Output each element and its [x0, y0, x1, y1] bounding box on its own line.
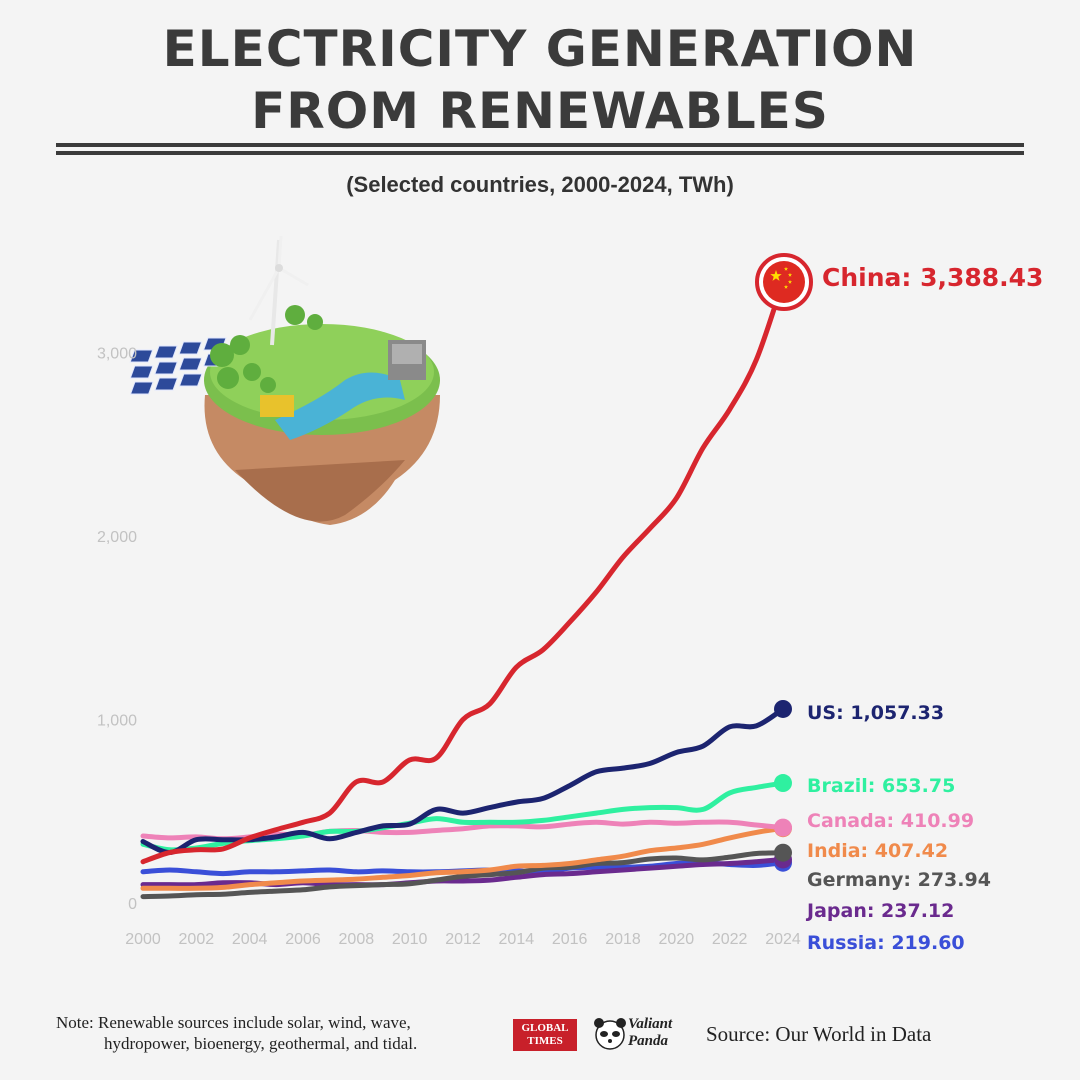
x-tick-label: 2022 — [712, 931, 748, 948]
x-tick-label: 2002 — [179, 931, 215, 948]
y-tick-label: 3,000 — [97, 346, 137, 363]
x-tick-label: 2014 — [499, 931, 535, 948]
title-rule-top — [56, 143, 1024, 147]
canada-end-marker — [774, 818, 792, 837]
x-tick-label: 2024 — [765, 931, 801, 948]
x-tick-label: 2010 — [392, 931, 428, 948]
germany-end-marker — [774, 843, 792, 862]
title-line-1: ELECTRICITY GENERATION — [162, 20, 918, 78]
x-tick-label: 2012 — [445, 931, 481, 948]
y-tick-label: 0 — [128, 896, 137, 913]
title-rule-bottom — [56, 151, 1024, 155]
global-times-line-2: TIMES — [527, 1035, 563, 1047]
global-times-line-1: GLOBAL — [521, 1022, 569, 1034]
note-line-1: Note: Renewable sources include solar, w… — [56, 1013, 411, 1032]
brazil-end-marker — [774, 774, 792, 793]
japan-value-label: Japan: 237.12 — [805, 900, 954, 922]
renewable-island-illustration — [129, 235, 440, 525]
valiant-panda-line-2: Panda — [628, 1033, 669, 1049]
germany-value-label: Germany: 273.94 — [807, 869, 991, 891]
russia-value-label: Russia: 219.60 — [807, 932, 965, 954]
y-tick-label: 2,000 — [97, 529, 137, 546]
china-line — [140, 278, 786, 865]
flag-star — [783, 266, 789, 271]
series-lines — [140, 278, 786, 900]
flag-star — [787, 272, 793, 277]
panda-icon — [594, 1018, 626, 1050]
us-value-label: US: 1,057.33 — [807, 702, 944, 724]
us-end-marker — [774, 699, 792, 718]
flag-star — [787, 279, 793, 284]
line-chart: 0 1,000 2,000 3,000 2000 2002 2004 2006 2008 201… — [96, 235, 1044, 954]
note-line-2: hydropower, bioenergy, geothermal, and t… — [104, 1034, 418, 1053]
canada-value-label: Canada: 410.99 — [807, 810, 974, 832]
x-tick-label: 2020 — [659, 931, 695, 948]
x-tick-label: 2008 — [339, 931, 375, 948]
flag-star — [783, 284, 789, 289]
x-tick-label: 2000 — [125, 931, 161, 948]
y-tick-label: 1,000 — [97, 713, 137, 730]
chart-subtitle: (Selected countries, 2000-2024, TWh) — [346, 172, 734, 197]
global-times-logo: GLOBAL TIMES — [513, 1019, 577, 1051]
x-axis: 2000 2002 2004 2006 2008 2010 2012 2014 2016 2018… — [125, 931, 801, 948]
y-axis: 0 1,000 2,000 3,000 — [97, 346, 137, 914]
india-line — [140, 825, 786, 891]
x-tick-label: 2004 — [232, 931, 268, 948]
title-line-2: FROM RENEWABLES — [251, 82, 829, 140]
series-labels: Russia: 219.60 Japan: 237.12 Germany: 273.… — [805, 263, 1043, 954]
valiant-panda-logo: Valiant Panda — [592, 1014, 690, 1054]
end-markers — [755, 253, 813, 872]
china-value-label: China: 3,388.43 — [822, 263, 1043, 292]
valiant-panda-line-1: Valiant — [628, 1016, 673, 1032]
chart-title: ELECTRICITY GENERATION FROM RENEWABLES — [0, 18, 1080, 142]
germany-line — [140, 850, 786, 900]
flag-star — [770, 270, 782, 281]
x-tick-label: 2006 — [285, 931, 321, 948]
india-value-label: India: 407.42 — [807, 840, 948, 862]
footer-note: Note: Renewable sources include solar, w… — [56, 1012, 496, 1054]
china-flag-icon — [763, 261, 805, 303]
brazil-value-label: Brazil: 653.75 — [807, 775, 955, 797]
x-tick-label: 2016 — [552, 931, 588, 948]
source-text: Source: Our World in Data — [706, 1022, 932, 1046]
x-tick-label: 2018 — [605, 931, 641, 948]
